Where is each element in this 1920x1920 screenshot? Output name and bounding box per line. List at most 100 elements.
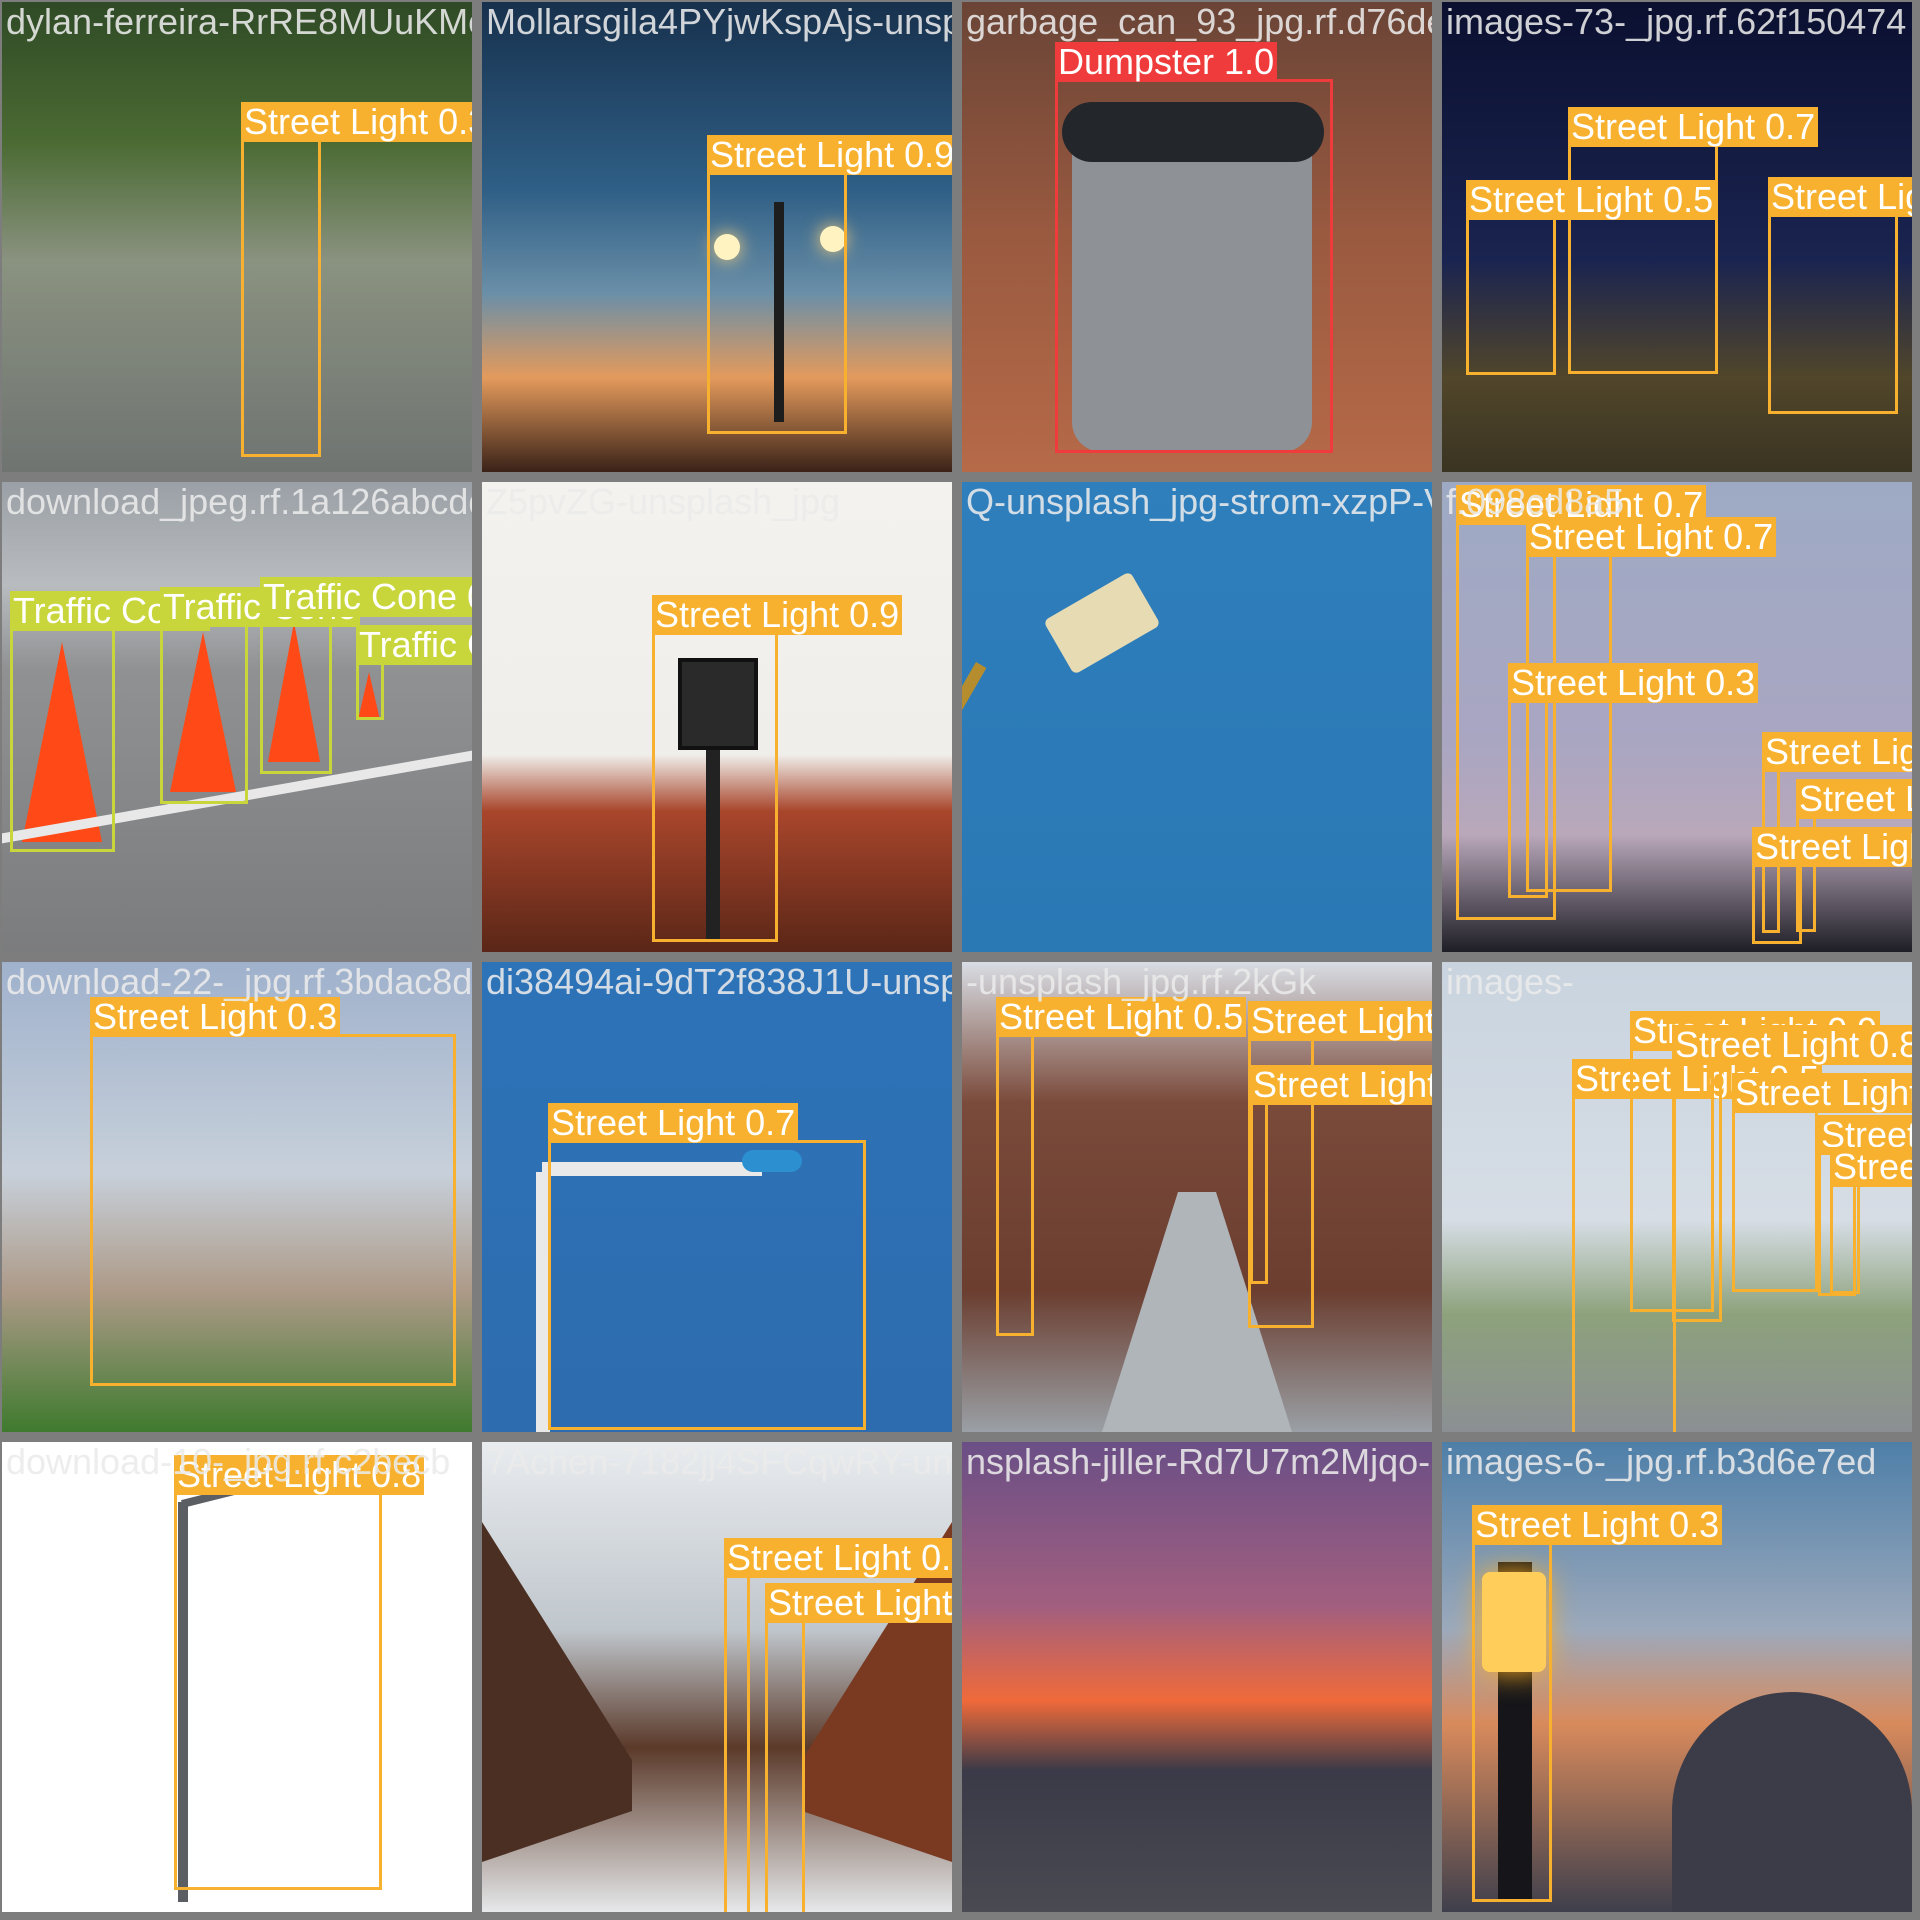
detection-box: Street Light 0.5 (1248, 1001, 1432, 1328)
image-tile: f.098cd8a5 Street Light 0.7 Street Light 0… (1442, 482, 1912, 952)
lamp-pole (536, 1172, 550, 1432)
detection-label: Street Light 0.9 (652, 595, 903, 635)
image-tile: download-10-_jpg.rf.c2becb Street Light 0… (2, 1442, 472, 1912)
detection-label: Street Light (1830, 1147, 1912, 1187)
lamp-pole (774, 202, 784, 422)
detection-label: Street Light 0.5 (1466, 180, 1717, 220)
detection-box: Street Light 0.3 (1250, 1065, 1432, 1284)
lamp-arm (542, 1162, 762, 1176)
detection-label: Street Light 0.7 (1526, 517, 1777, 557)
detection-label: Street Light 0.4 (765, 1583, 952, 1623)
detection-label: Street Light 0.3 (90, 997, 341, 1037)
filename-caption: 7Achen-7182jj4SFCqwRY-unsplash (486, 1442, 952, 1482)
image-tile: -unsplash_jpg.rf.2kGk Street Light 0.5 Str… (962, 962, 1432, 1432)
detection-box: Street Light 0.3 (241, 102, 472, 457)
image-tile: 7Achen-7182jj4SFCqwRY-unsplash Street Lig… (482, 1442, 952, 1912)
detection-label: Street Light 0.5 (996, 997, 1247, 1037)
lamp-pole (178, 1502, 188, 1902)
detection-label: Street Light 0.7 (1568, 107, 1819, 147)
lantern (678, 658, 758, 750)
lamp-glow (714, 234, 740, 260)
detection-box: Street Light (1796, 779, 1912, 932)
image-tile: di38494ai-9dT2f838J1U-unsplash Street Lig… (482, 962, 952, 1432)
detection-label: Street Light 0.3 (1508, 663, 1759, 703)
filename-caption: Mollarsgila4PYjwKspAjs-unsplash_jpg (486, 2, 952, 42)
trash-can (1072, 122, 1312, 452)
filename-caption: images-73-_jpg.rf.62f150474 (1446, 2, 1907, 42)
cloud (1672, 1692, 1912, 1912)
detection-label: Street Light 0.5 (1248, 1001, 1432, 1041)
detection-label: Street Light 0.3 (1250, 1065, 1432, 1105)
lamp-pole (706, 732, 720, 942)
detection-label: Street Light 0.8 (174, 1455, 425, 1495)
photo (482, 962, 952, 1432)
detection-label: Street Light (1752, 827, 1912, 867)
filename-caption: Z5pvZG-unsplash_jpg (486, 482, 841, 522)
detection-label: Street Light 0.3 (1472, 1505, 1723, 1545)
lamp-head (742, 1150, 802, 1172)
detection-box: Street Light 0.7 (1568, 107, 1819, 374)
photo (2, 1442, 472, 1912)
detection-box: Traffic Cone 0.9 (356, 625, 472, 720)
detection-box: Street Light 0.5 (996, 997, 1247, 1336)
image-tile: download_jpeg.rf.1a126abcdd9e64dec2d69Ee… (2, 482, 472, 952)
image-tile: dylan-ferreira-RrRE8MUuKMo-unsplash_jpg S… (2, 2, 472, 472)
detection-box: Street Light 0.8 (174, 1455, 425, 1890)
image-tile: Q-unsplash_jpg-strom-xzpP-VtU (962, 482, 1432, 952)
detection-box: Dumpster 1.0 (1055, 42, 1333, 453)
lamp-glow (820, 226, 846, 252)
filename-caption: download-10-_jpg.rf.c2becb (6, 1442, 451, 1482)
detection-box: Street Light 0.5 (1466, 180, 1717, 375)
detection-label: Street Light 0.3 (241, 102, 472, 142)
traffic-cone (268, 622, 320, 762)
detection-box: Street Light (1830, 1147, 1912, 1294)
image-tile: download-22-_jpg.rf.3bdac8d Street Light … (2, 962, 472, 1432)
filename-caption: images-6-_jpg.rf.b3d6e7ed (1446, 1442, 1877, 1482)
filename-caption: f.098cd8a5 (1446, 482, 1625, 522)
detection-box: Street Light 0.7 (548, 1103, 866, 1430)
detection-box: Street Light 0.4 (765, 1583, 952, 1912)
detection-box: Street Light 0.8 (1672, 1025, 1912, 1322)
detection-box: Street Light 0.8 (724, 1538, 952, 1912)
detection-box: Street Light (1752, 827, 1912, 944)
image-tile: garbage_can_93_jpg.rf.d76de49b30307fdf7d… (962, 2, 1432, 472)
detection-box: Traffic Cone (160, 587, 361, 804)
detection-label: Street Light (1732, 1073, 1912, 1113)
detection-box: Street Light 0.9 (652, 595, 903, 942)
photo (962, 1442, 1432, 1912)
detection-box: Traffic Cone 0.9 (260, 577, 472, 774)
filename-caption: di38494ai-9dT2f838J1U-unsplash (486, 962, 952, 1002)
detection-label: Street Light (1768, 177, 1912, 217)
traffic-cone (358, 672, 380, 720)
lantern-glow (1482, 1572, 1546, 1672)
detection-label: Street Light (1796, 779, 1912, 819)
detection-label: Street Light 0.9 (707, 135, 952, 175)
traffic-cone (22, 642, 102, 842)
image-tile: Z5pvZG-unsplash_jpg Street Light 0.9 (482, 482, 952, 952)
photo (2, 962, 472, 1432)
photo (2, 2, 472, 472)
filename-caption: garbage_can_93_jpg.rf.d76de49b30307fdf7d… (966, 2, 1432, 42)
image-tile: Mollarsgila4PYjwKspAjs-unsplash_jpg Stree… (482, 2, 952, 472)
filename-caption: nsplash-jiller-Rd7U7m2Mjqo-unsplash (966, 1442, 1432, 1482)
image-tile: images-6-_jpg.rf.b3d6e7ed Street Light 0.… (1442, 1442, 1912, 1912)
traffic-cone (170, 632, 236, 792)
detection-box: Street Light 0.3 (1508, 663, 1759, 898)
detection-box: Street Light (1762, 732, 1912, 933)
detection-box: Street Light 0.7 (1526, 517, 1777, 892)
photo (962, 482, 1432, 952)
photo (1442, 2, 1912, 472)
detection-label: Street Light 0.7 (548, 1103, 799, 1143)
detection-label: Street Light (1762, 732, 1912, 772)
photo (1442, 482, 1912, 952)
filename-caption: -unsplash_jpg.rf.2kGk (966, 962, 1317, 1002)
filename-caption: dylan-ferreira-RrRE8MUuKMo-unsplash_jpg (6, 2, 472, 42)
trash-bag (1062, 102, 1324, 162)
detection-box: Street Light 0.9 (707, 135, 952, 434)
image-tile: images-73-_jpg.rf.62f150474 Street Light … (1442, 2, 1912, 472)
detection-label: Dumpster 1.0 (1055, 42, 1278, 82)
detection-label: Street Light 0.8 (724, 1538, 952, 1578)
detection-box: Street Light 0.3 (90, 997, 456, 1386)
